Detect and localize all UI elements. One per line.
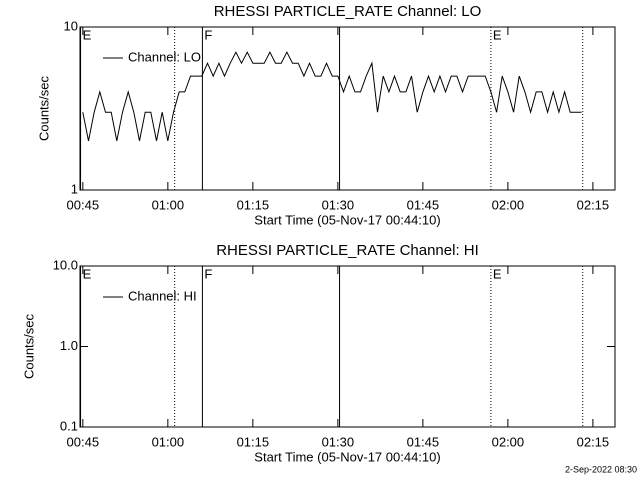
marker-label: F — [204, 27, 212, 42]
x-tick-label: 01:00 — [152, 434, 185, 449]
x-axis-label: Start Time (05-Nov-17 00:44:10) — [254, 449, 440, 464]
x-axis-label: Start Time (05-Nov-17 00:44:10) — [254, 212, 440, 227]
x-tick-label: 02:15 — [577, 197, 610, 212]
x-tick-label: 00:45 — [67, 197, 100, 212]
x-tick-label: 01:45 — [407, 434, 440, 449]
x-tick-label: 01:15 — [237, 434, 270, 449]
marker-label: E — [493, 27, 502, 42]
marker-label: F — [204, 266, 212, 281]
x-tick-label: 00:45 — [67, 434, 100, 449]
plot-frame — [79, 265, 616, 428]
marker-label: E — [83, 266, 92, 281]
x-tick-label: 02:15 — [577, 434, 610, 449]
x-tick-label: 01:00 — [152, 197, 185, 212]
y-tick-label: 1.0 — [60, 338, 78, 353]
x-tick-label: 02:00 — [492, 434, 525, 449]
marker-label: E — [83, 27, 92, 42]
x-tick-label: 01:30 — [322, 434, 355, 449]
legend-label: Channel: HI — [128, 288, 197, 303]
marker-label: E — [493, 266, 502, 281]
x-tick-label: 01:15 — [237, 197, 270, 212]
footer: 2-Sep-2022 08:30 — [565, 464, 637, 474]
y-axis-label: Counts/sec — [36, 75, 51, 141]
y-tick-label: 0.1 — [60, 418, 78, 433]
y-tick-label: 1 — [71, 181, 78, 196]
x-tick-label: 01:30 — [322, 197, 355, 212]
y-tick-label: 10.0 — [53, 257, 78, 272]
y-tick-label: 10 — [64, 18, 78, 33]
data-line — [82, 51, 582, 141]
x-tick-label: 02:00 — [492, 197, 525, 212]
x-tick-label: 01:45 — [407, 197, 440, 212]
y-axis-label: Counts/sec — [21, 313, 36, 379]
chart-title: RHESSI PARTICLE_RATE Channel: LO — [214, 3, 482, 20]
legend-label: Channel: LO — [128, 49, 201, 64]
plot-frame — [79, 26, 616, 191]
chart-title: RHESSI PARTICLE_RATE Channel: HI — [216, 242, 479, 259]
